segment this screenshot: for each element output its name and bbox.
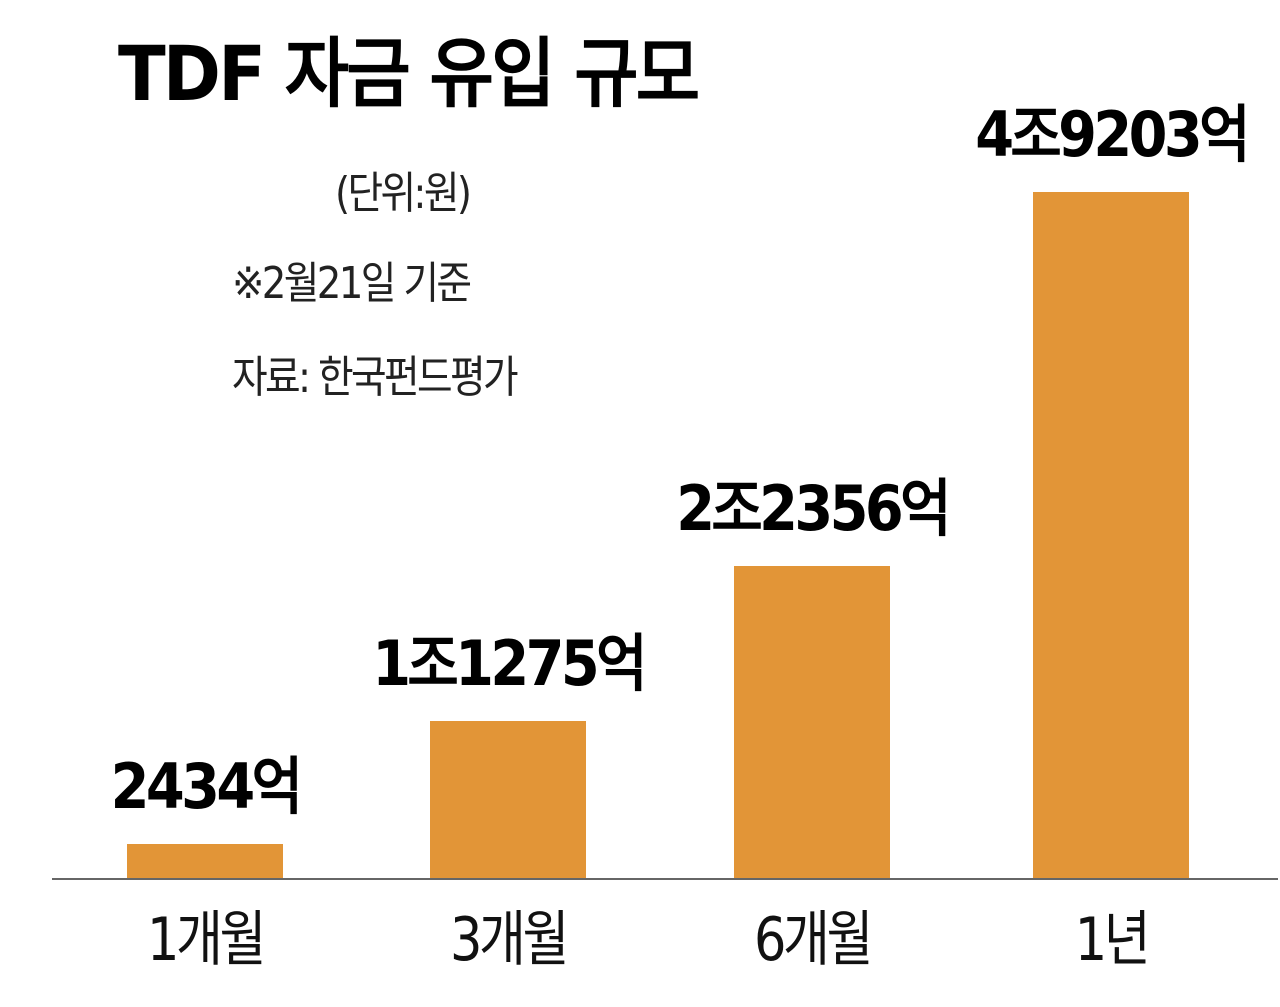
value-label-3-months: 1조1275억 bbox=[372, 627, 647, 700]
chart-title: TDF 자금 유입 규모 bbox=[118, 29, 700, 118]
bar-3-months bbox=[430, 721, 586, 878]
value-label-1-month: 2434억 bbox=[110, 750, 303, 823]
bar-1-year bbox=[1033, 192, 1189, 878]
basis-date-note: ※2월21일 기준 bbox=[232, 258, 472, 309]
bar-1-month bbox=[127, 844, 283, 878]
value-label-1-year: 4조9203억 bbox=[975, 98, 1250, 171]
category-label-3-months: 3개월 bbox=[449, 905, 569, 975]
unit-note: (단위:원) bbox=[335, 168, 472, 219]
category-label-6-months: 6개월 bbox=[753, 905, 873, 975]
category-label-1-month: 1개월 bbox=[146, 905, 266, 975]
value-label-6-months: 2조2356억 bbox=[676, 472, 951, 545]
x-axis-line bbox=[52, 878, 1278, 880]
bar-6-months bbox=[734, 566, 890, 878]
category-label-1-year: 1년 bbox=[1074, 905, 1151, 975]
source-note: 자료: 한국펀드평가 bbox=[232, 352, 519, 403]
